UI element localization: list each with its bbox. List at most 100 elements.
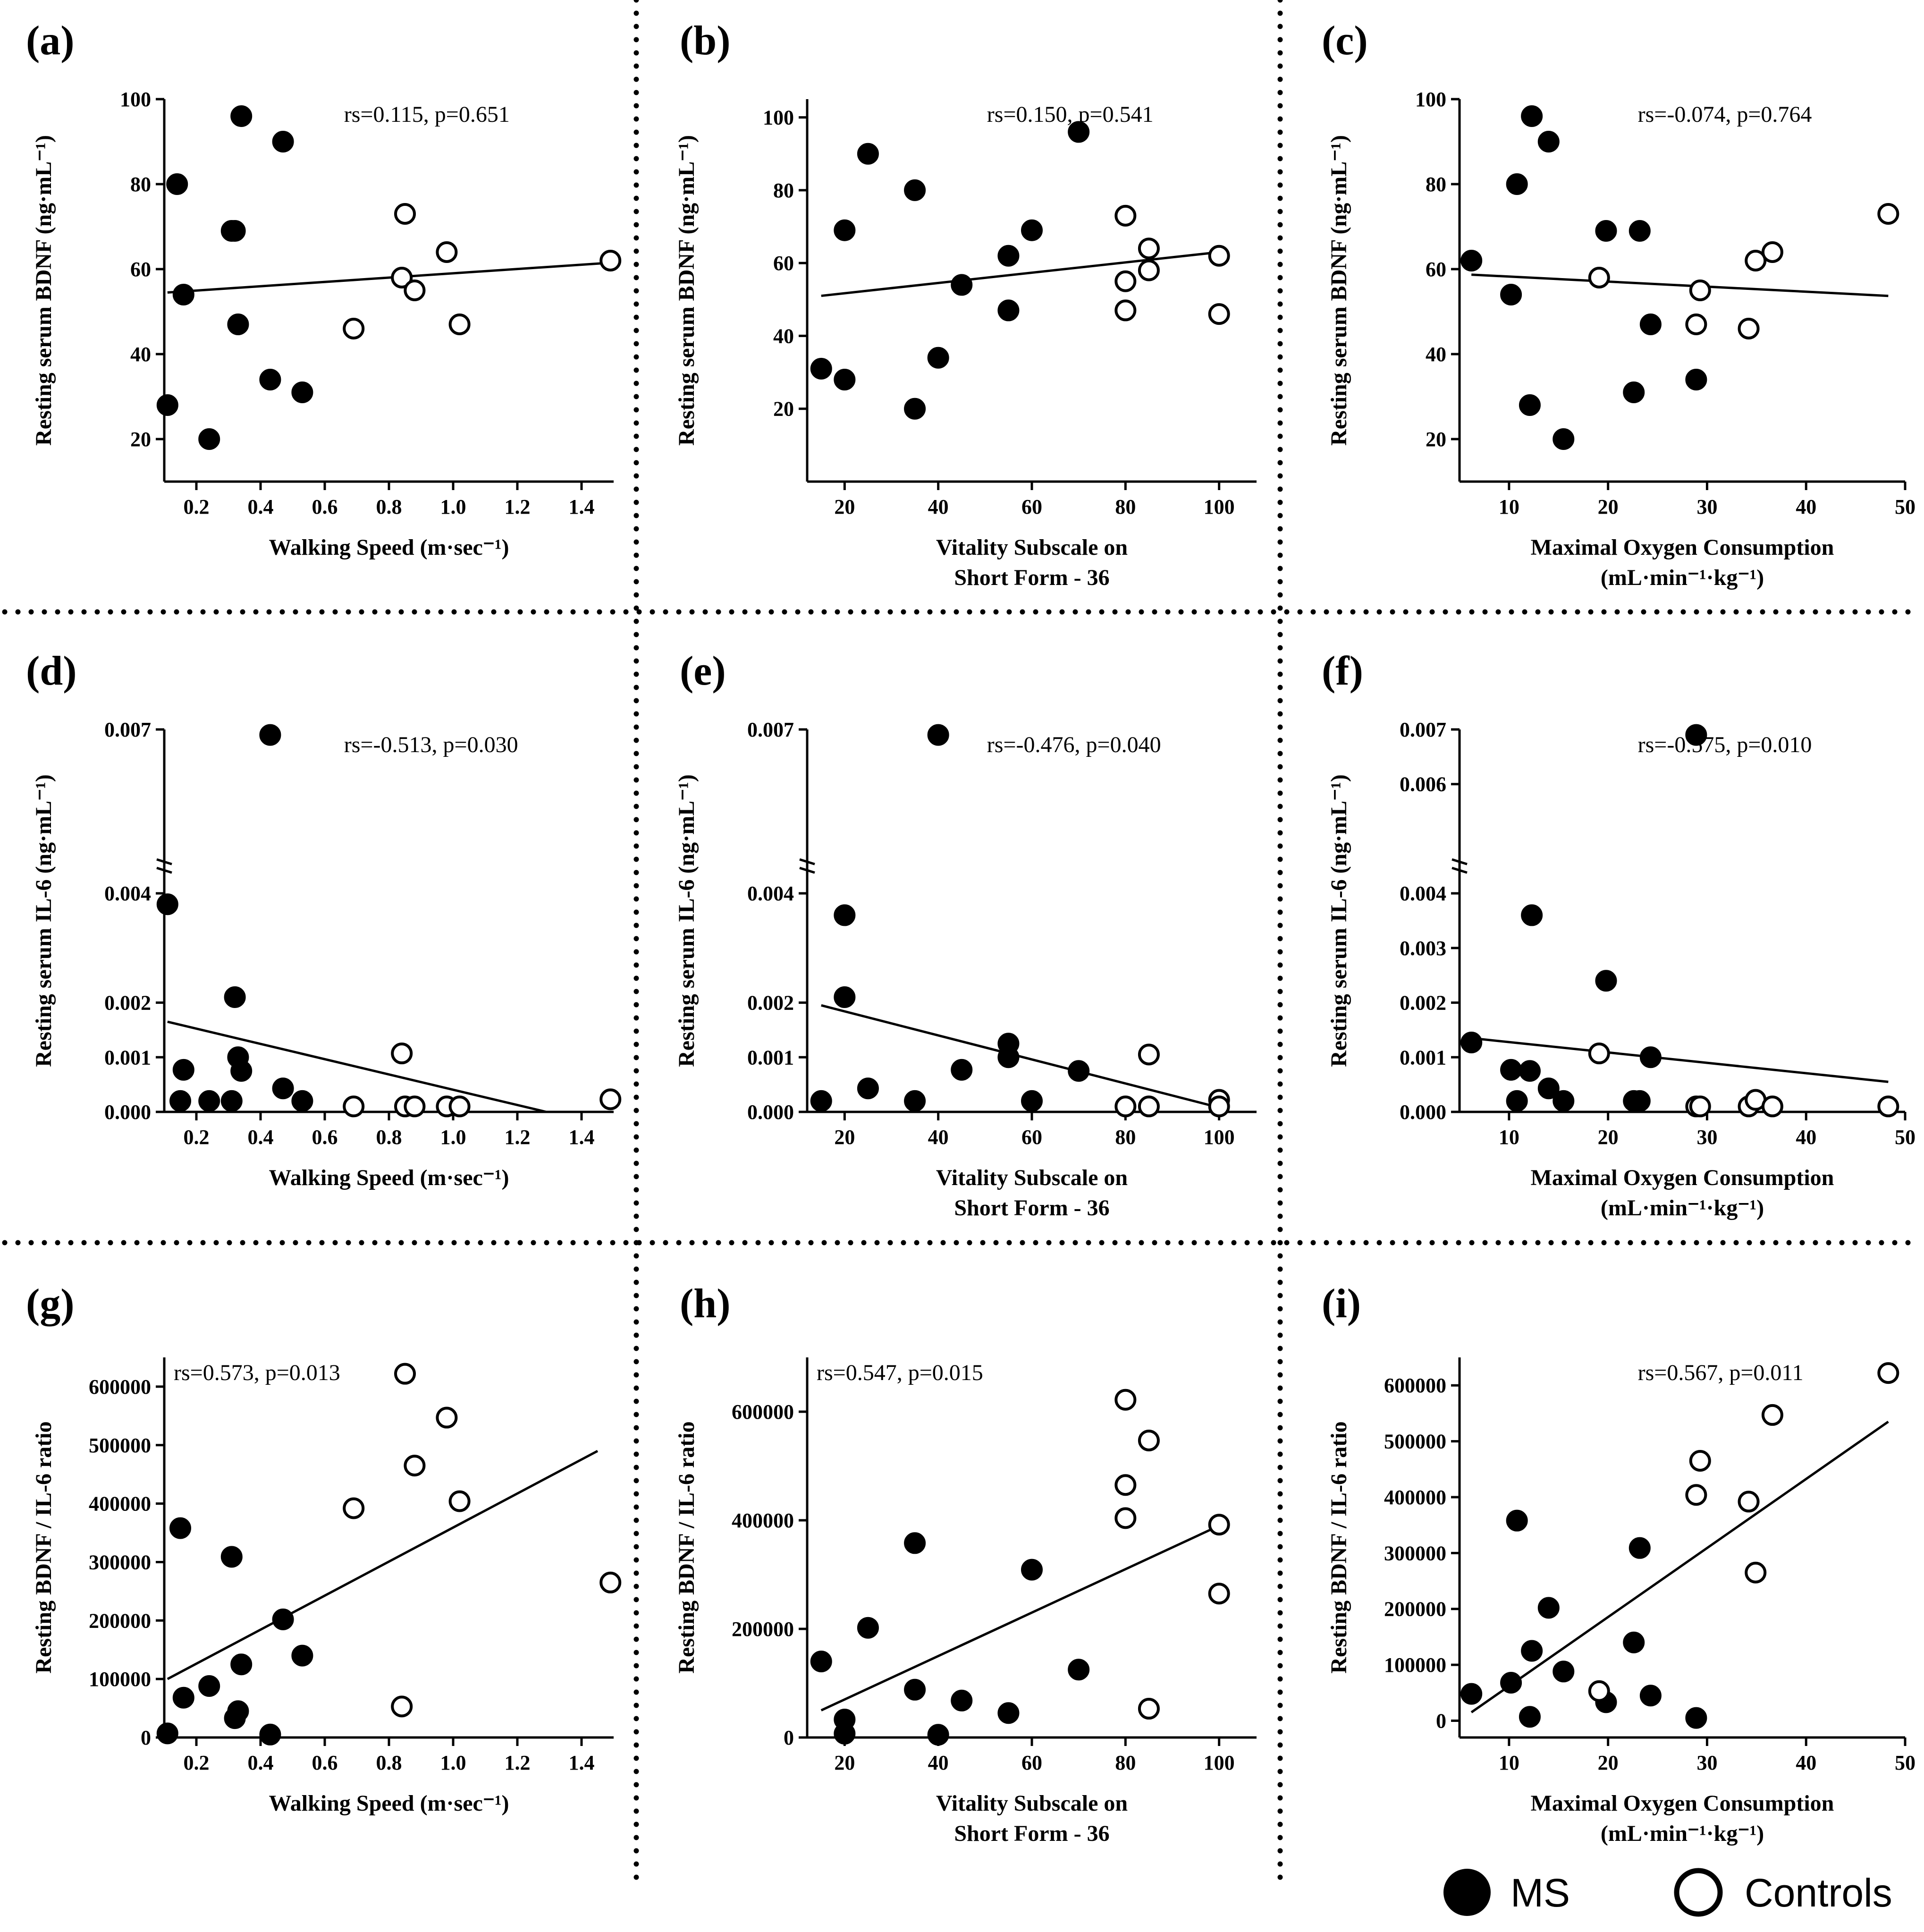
control-point (1114, 1474, 1137, 1496)
ms-point (927, 724, 949, 746)
ms-point (224, 220, 246, 242)
panel-h: (h) 20 40 60 80 100 0 200000 400000 600000 Vitalit… (674, 1281, 1257, 1846)
y-tick-label: 0.000 (1400, 1101, 1446, 1124)
ms-point (259, 369, 281, 390)
ms-point (1553, 1661, 1575, 1683)
x-tick-label: 0.6 (312, 1126, 338, 1149)
legend: MS Controls (1443, 1868, 1892, 1917)
x-axis-title: Vitality Subscale on (936, 1165, 1128, 1190)
control-point (404, 1455, 426, 1477)
ms-point (1521, 105, 1543, 127)
control-point (448, 1095, 471, 1118)
x-tick-label: 100 (1204, 1126, 1235, 1149)
x-tick-label: 10 (1499, 1751, 1519, 1774)
y-axis-title: Resting serum BDNF (ng·mL⁻¹) (1326, 135, 1351, 446)
y-axis-title: Resting serum BDNF (ng·mL⁻¹) (31, 135, 56, 446)
ms-point (1519, 1706, 1541, 1728)
y-tick-label: 100 (120, 88, 151, 111)
x-tick-label: 20 (1598, 495, 1619, 518)
ms-point (1537, 1077, 1560, 1100)
control-point (1761, 1095, 1783, 1118)
ms-point (834, 369, 856, 390)
control-point (1208, 1583, 1230, 1605)
x-axis-title: Walking Speed (m·sec⁻¹) (269, 1791, 509, 1816)
trend-line (820, 1525, 1220, 1712)
ms-point (172, 1059, 194, 1081)
control-point (599, 250, 622, 271)
x-tick-label: 1.0 (440, 1126, 466, 1149)
panel-e: (e) 20 40 60 80 100 0.000 0.001 0.002 0.004 0.007 V… (674, 648, 1257, 1220)
x-tick-label: 60 (1021, 1751, 1042, 1774)
ms-point (1506, 1509, 1528, 1532)
control-point (1745, 1561, 1767, 1584)
y-tick-label: 60 (130, 258, 151, 281)
axis-break-mark (156, 866, 172, 874)
y-tick-label: 0.007 (104, 718, 151, 741)
ms-point (1553, 1090, 1575, 1112)
ms-point (259, 1723, 281, 1746)
ms-point (272, 1077, 294, 1100)
x-tick-label: 60 (1021, 1126, 1042, 1149)
x-tick-label: 50 (1895, 1126, 1916, 1149)
control-point (1588, 267, 1610, 288)
y-axis-title: Resting serum IL-6 (ng·mL⁻¹) (674, 774, 699, 1067)
x-axis-title: Vitality Subscale on (936, 535, 1128, 560)
x-axis-title: (mL·min⁻¹·kg⁻¹) (1601, 1821, 1764, 1846)
x-tick-label: 40 (1796, 495, 1816, 518)
x-tick-label: 80 (1115, 1751, 1136, 1774)
stat-annotation: rs=-0.513, p=0.030 (344, 732, 518, 757)
ms-point (1629, 1537, 1651, 1559)
control-point (391, 1042, 413, 1065)
stat-annotation: rs=0.573, p=0.013 (174, 1360, 340, 1385)
panel-a: (a) 0.2 0.4 0.6 0.8 1.0 1.2 1.4 20 40 60 80 100 Walki… (26, 18, 622, 560)
control-point (436, 1407, 458, 1429)
ms-point (997, 1702, 1020, 1724)
ms-point (169, 1090, 191, 1112)
x-tick-label: 10 (1499, 495, 1519, 518)
ms-point (198, 1090, 220, 1112)
stat-annotation: rs=-0.476, p=0.040 (987, 732, 1161, 757)
ms-point (997, 1046, 1020, 1068)
ms-point (1519, 1060, 1541, 1082)
control-point (1114, 299, 1137, 322)
ms-point (951, 1689, 973, 1712)
panel-g: (g) 0.2 0.4 0.6 0.8 1.0 1.2 1.4 0 100000 200000 300… (26, 1281, 622, 1816)
y-tick-label: 0.002 (1400, 991, 1446, 1015)
x-tick-label: 0.8 (376, 1126, 402, 1149)
ms-point (227, 1700, 249, 1722)
ms-point (857, 1077, 879, 1100)
ms-point (1629, 1090, 1651, 1112)
ms-point (230, 1653, 253, 1676)
ms-point (1021, 1090, 1043, 1112)
y-axis-title: Resting BDNF / IL-6 ratio (674, 1421, 699, 1673)
x-axis-title: Short Form - 36 (954, 1821, 1109, 1846)
y-tick-label: 300000 (1384, 1542, 1446, 1565)
x-tick-label: 1.4 (569, 495, 595, 518)
ms-point (166, 173, 188, 195)
x-tick-label: 30 (1696, 1126, 1717, 1149)
panel-label: (h) (680, 1281, 731, 1327)
y-tick-label: 0.003 (1400, 937, 1446, 960)
x-axis-title: Short Form - 36 (954, 1195, 1109, 1220)
control-point (1689, 280, 1711, 301)
x-tick-label: 40 (928, 495, 949, 518)
y-tick-label: 100000 (1384, 1653, 1446, 1677)
y-tick-label: 0.004 (1400, 882, 1446, 905)
ms-point (1595, 970, 1617, 992)
trend-line (167, 262, 611, 294)
x-tick-label: 50 (1895, 1751, 1916, 1774)
x-tick-label: 10 (1499, 1126, 1519, 1149)
y-tick-label: 0 (141, 1726, 151, 1749)
y-tick-label: 0.002 (104, 991, 151, 1015)
ms-point (291, 381, 313, 403)
ms-point (951, 1059, 973, 1081)
control-point (599, 1571, 622, 1593)
ms-point (904, 1678, 926, 1701)
y-tick-label: 100 (763, 106, 794, 129)
control-point (1208, 1514, 1230, 1536)
control-point (394, 1363, 416, 1385)
ms-point (1553, 428, 1575, 450)
y-tick-label: 0.002 (747, 991, 794, 1015)
control-point (1761, 241, 1783, 263)
control-point (1208, 245, 1230, 267)
